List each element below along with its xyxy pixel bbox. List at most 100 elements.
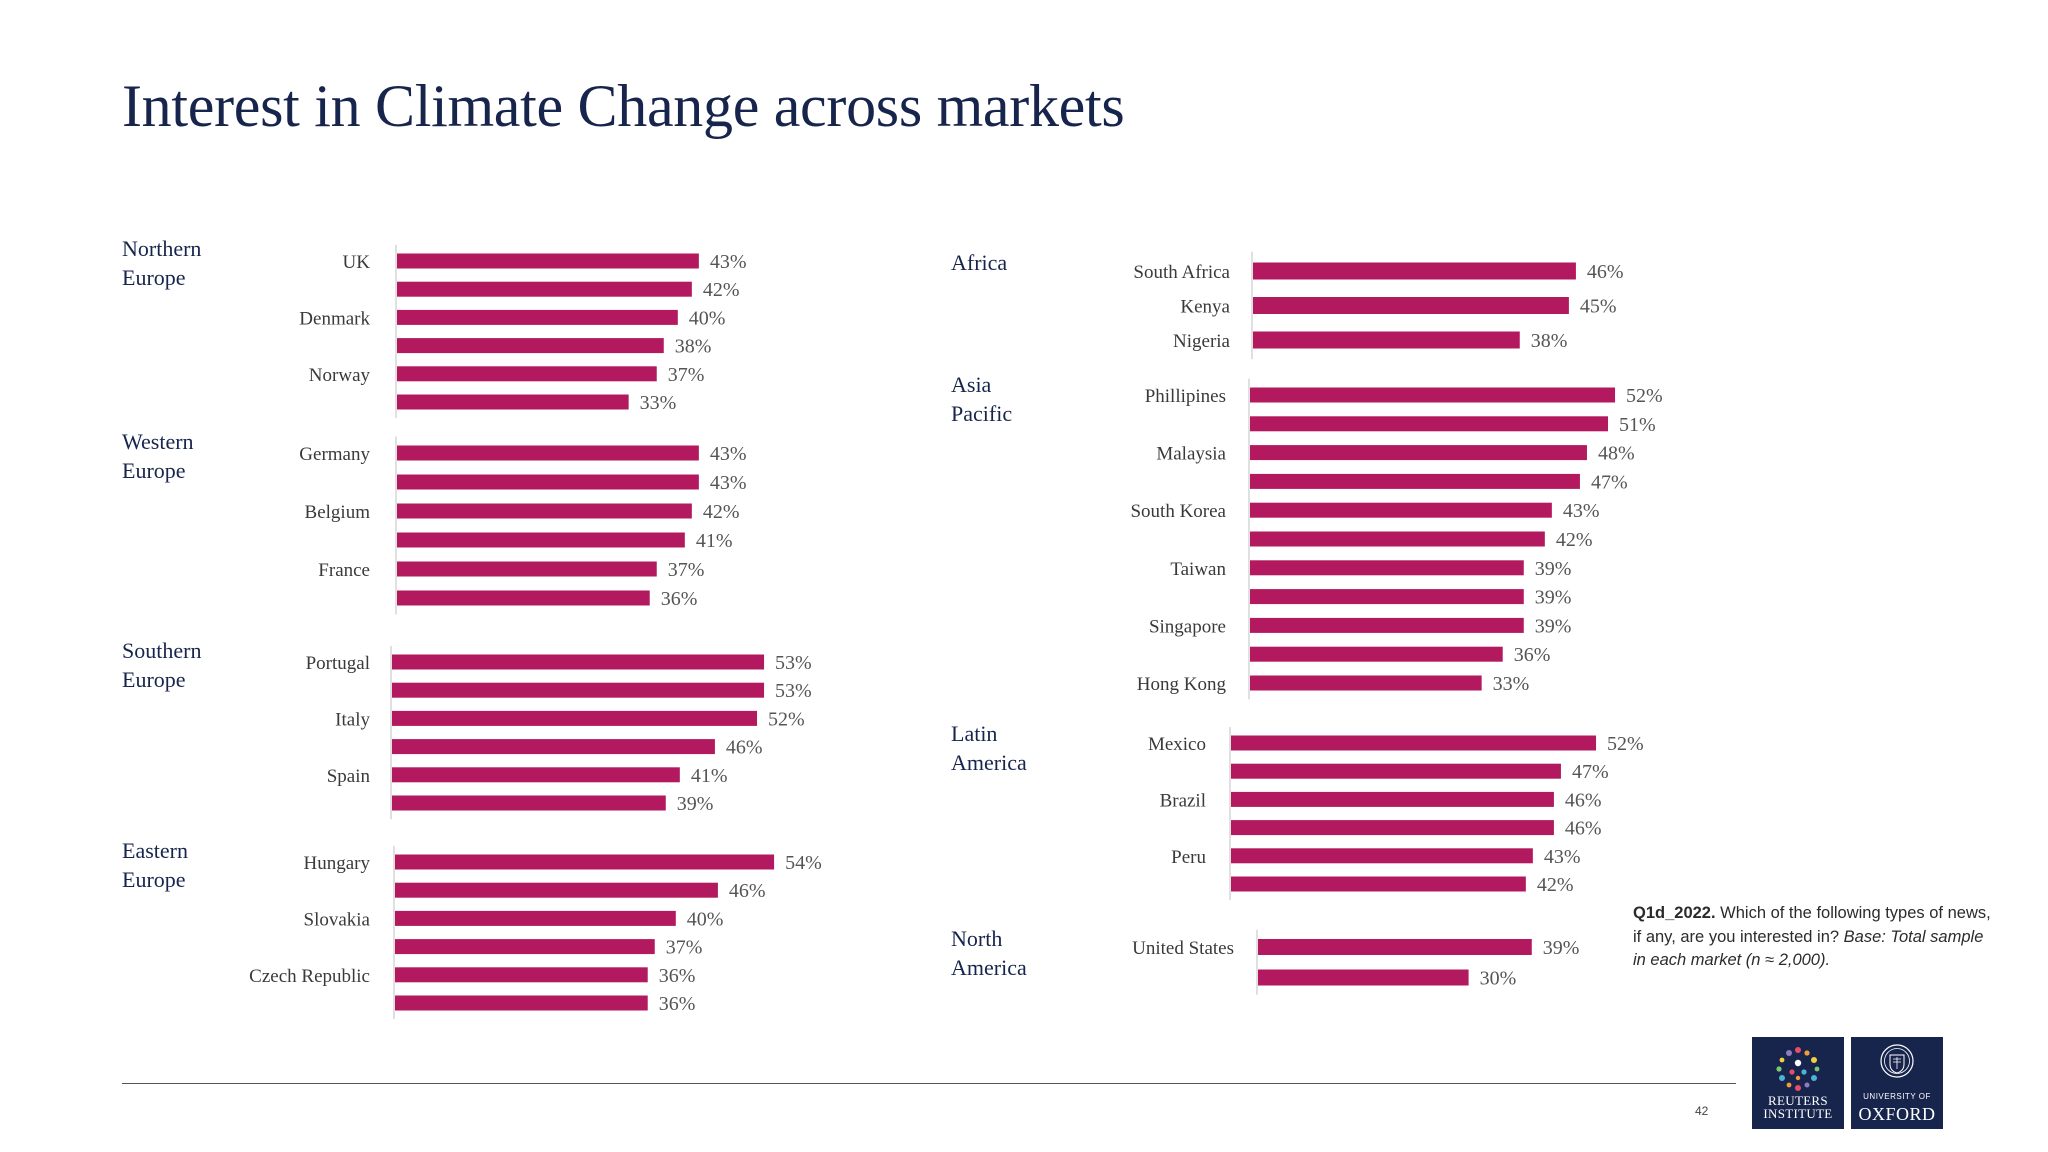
value-label-eastern-europe-0: 54% [785, 852, 822, 874]
bar-eastern-europe-5 [395, 995, 648, 1011]
bar-latin-america-1 [1231, 763, 1561, 779]
bar-asia-pacific-1 [1250, 416, 1609, 432]
bar-western-europe-0 [397, 445, 699, 461]
category-label-africa-1: Kenya [1180, 297, 1230, 318]
question-code: Q1d_2022. [1633, 904, 1716, 922]
value-label-asia-pacific-9: 36% [1514, 644, 1551, 666]
value-label-eastern-europe-4: 36% [659, 965, 696, 987]
category-label-africa-0: South Africa [1133, 262, 1230, 283]
bar-north-america-0 [1258, 939, 1532, 955]
bar-asia-pacific-3 [1250, 473, 1580, 489]
category-label-western-europe-2: Belgium [305, 502, 371, 523]
category-label-northern-europe-2: Denmark [299, 308, 370, 329]
bar-northern-europe-4 [397, 366, 657, 382]
value-label-latin-america-0: 52% [1607, 733, 1644, 755]
category-label-latin-america-4: Peru [1171, 847, 1206, 868]
category-label-northern-europe-4: Norway [309, 365, 371, 386]
category-label-eastern-europe-0: Hungary [304, 853, 371, 874]
value-label-northern-europe-2: 40% [689, 307, 726, 329]
page-title: Interest in Climate Change across market… [122, 73, 1125, 139]
region-label-eastern-europe: Eastern Europe [122, 838, 188, 892]
bar-africa-1 [1253, 297, 1569, 314]
region-label-north-america: North America [951, 926, 1027, 980]
category-label-asia-pacific-8: Singapore [1149, 616, 1226, 637]
bar-eastern-europe-2 [395, 910, 676, 926]
bar-southern-europe-5 [392, 795, 666, 811]
value-label-eastern-europe-3: 37% [666, 937, 703, 959]
region-label-asia-pacific: Asia Pacific [951, 372, 1012, 426]
bar-eastern-europe-4 [395, 967, 648, 983]
category-label-southern-europe-4: Spain [327, 766, 371, 787]
survey-note: Q1d_2022. Which of the following types o… [1633, 902, 1993, 973]
bar-latin-america-2 [1231, 791, 1554, 807]
value-label-eastern-europe-5: 36% [659, 993, 696, 1015]
bar-north-america-1 [1258, 969, 1469, 986]
category-label-asia-pacific-2: Malaysia [1156, 444, 1226, 465]
bar-latin-america-3 [1231, 820, 1554, 836]
bar-asia-pacific-10 [1250, 675, 1482, 691]
category-label-asia-pacific-10: Hong Kong [1137, 674, 1227, 695]
category-label-africa-2: Nigeria [1173, 331, 1231, 352]
value-label-northern-europe-1: 42% [703, 279, 740, 301]
bar-western-europe-1 [397, 474, 699, 490]
category-label-eastern-europe-2: Slovakia [304, 909, 371, 930]
value-label-eastern-europe-1: 46% [729, 880, 766, 902]
value-label-asia-pacific-6: 39% [1535, 558, 1572, 580]
value-label-latin-america-5: 42% [1537, 874, 1574, 896]
value-label-asia-pacific-5: 42% [1556, 529, 1593, 551]
value-label-asia-pacific-7: 39% [1535, 587, 1572, 609]
reuters-institute-logo: REUTERS INSTITUTE [1752, 1037, 1844, 1129]
footer-divider [122, 1083, 1736, 1084]
bar-asia-pacific-0 [1250, 387, 1616, 403]
value-label-asia-pacific-1: 51% [1619, 414, 1656, 436]
bar-eastern-europe-1 [395, 882, 718, 898]
bar-eastern-europe-0 [395, 854, 775, 870]
value-label-southern-europe-5: 39% [677, 793, 714, 815]
bar-southern-europe-0 [392, 654, 765, 670]
oxford-university-logo: UNIVERSITY OF OXFORD [1851, 1037, 1943, 1129]
bar-western-europe-5 [397, 590, 650, 606]
value-label-africa-1: 45% [1580, 296, 1617, 318]
bar-latin-america-4 [1231, 848, 1533, 864]
value-label-asia-pacific-0: 52% [1626, 385, 1663, 407]
bar-asia-pacific-2 [1250, 445, 1587, 461]
bar-asia-pacific-6 [1250, 560, 1524, 576]
bar-asia-pacific-4 [1250, 502, 1552, 518]
value-label-asia-pacific-2: 48% [1598, 443, 1635, 465]
value-label-asia-pacific-3: 47% [1591, 471, 1628, 493]
value-label-northern-europe-4: 37% [668, 364, 705, 386]
bar-southern-europe-1 [392, 682, 765, 698]
category-label-western-europe-4: France [318, 560, 370, 581]
bar-asia-pacific-8 [1250, 617, 1524, 633]
value-label-western-europe-4: 37% [668, 559, 705, 581]
bar-western-europe-4 [397, 561, 657, 577]
reuters-dots-icon [1776, 1047, 1820, 1091]
bar-northern-europe-1 [397, 281, 692, 297]
bar-latin-america-0 [1231, 735, 1597, 751]
value-label-latin-america-4: 43% [1544, 846, 1581, 868]
value-label-western-europe-3: 41% [696, 530, 733, 552]
value-label-latin-america-2: 46% [1565, 789, 1602, 811]
bar-northern-europe-5 [397, 394, 629, 410]
value-label-north-america-0: 39% [1543, 937, 1580, 959]
category-label-latin-america-2: Brazil [1160, 790, 1206, 811]
region-label-latin-america: Latin America [951, 721, 1027, 775]
value-label-southern-europe-4: 41% [691, 765, 728, 787]
category-label-eastern-europe-4: Czech Republic [249, 966, 370, 987]
question-text: Which of the following types of news, if… [1633, 904, 1991, 946]
value-label-southern-europe-2: 52% [768, 708, 805, 730]
bar-northern-europe-3 [397, 338, 664, 354]
value-label-western-europe-0: 43% [710, 443, 747, 465]
value-label-asia-pacific-10: 33% [1493, 673, 1530, 695]
category-label-western-europe-0: Germany [299, 444, 370, 465]
bar-africa-0 [1253, 262, 1576, 280]
bar-asia-pacific-7 [1250, 589, 1524, 605]
bar-southern-europe-2 [392, 710, 758, 726]
value-label-africa-0: 46% [1587, 261, 1624, 283]
oxford-crest-icon [1880, 1044, 1914, 1078]
bar-western-europe-2 [397, 503, 692, 519]
bar-latin-america-5 [1231, 876, 1526, 892]
value-label-northern-europe-0: 43% [710, 251, 747, 273]
value-label-southern-europe-0: 53% [775, 652, 812, 674]
